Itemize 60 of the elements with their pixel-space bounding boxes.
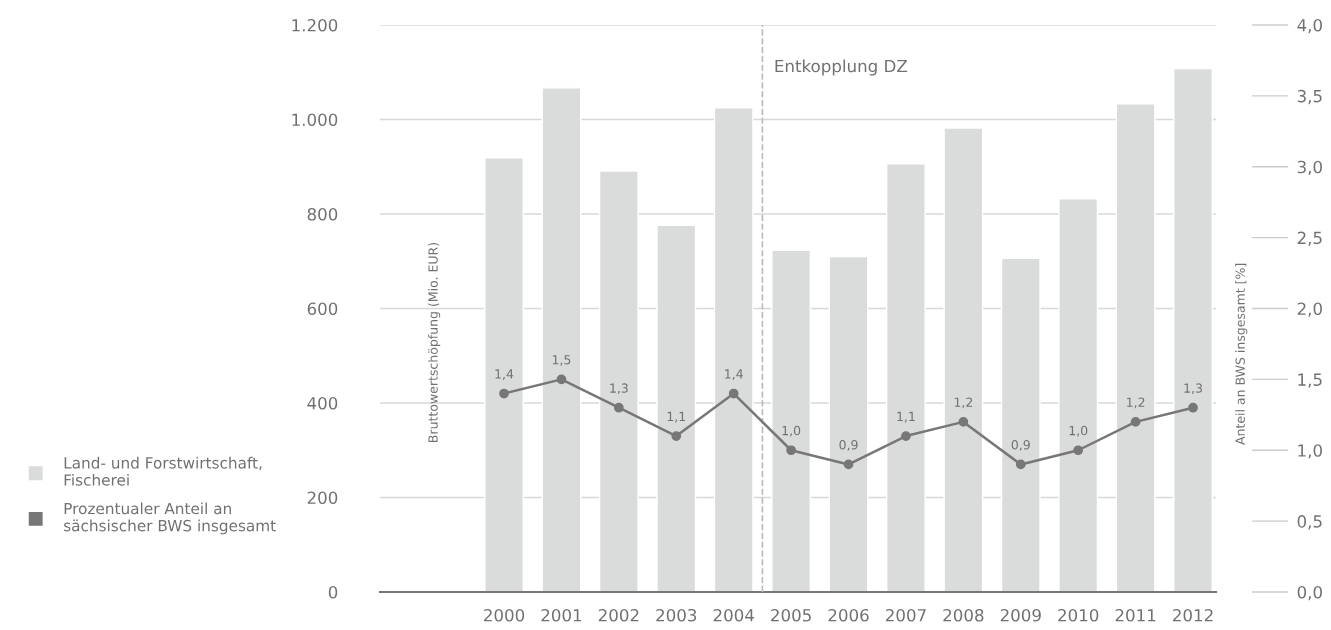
y2-tick-label: 1,5	[1298, 373, 1322, 388]
y-tick-label: 0	[328, 585, 338, 599]
x-tick-label: 2010	[1058, 608, 1099, 622]
y-tick-label: 600	[307, 302, 338, 316]
point	[613, 402, 624, 413]
ref-line-label: Entkopplung DZ	[775, 59, 908, 76]
y2-tick-label: 2,5	[1297, 231, 1322, 246]
point	[958, 417, 969, 427]
data-label: 1,3	[1184, 383, 1202, 395]
y2-tick-label: 0,5	[1297, 515, 1322, 530]
data-label: 1,0	[1069, 425, 1088, 437]
y-tick-label: 400	[307, 396, 338, 410]
point	[1073, 445, 1084, 456]
x-tick-label: 2011	[1115, 608, 1156, 622]
point	[1015, 459, 1026, 470]
y2-tick-label: 2,0	[1297, 302, 1322, 317]
data-label: 1,3	[610, 383, 628, 395]
point	[499, 388, 509, 399]
y-tick-label: 800	[307, 207, 338, 221]
data-label: 1,2	[1127, 397, 1145, 409]
data-label: 1,1	[667, 411, 686, 423]
point	[556, 374, 567, 385]
data-label: 1,2	[954, 397, 973, 409]
x-tick-label: 2009	[1000, 608, 1041, 622]
data-label: 1,5	[552, 355, 571, 366]
point	[786, 445, 796, 456]
y-tick-label: 200	[307, 491, 338, 505]
x-tick-label: 2006	[828, 608, 869, 622]
x-tick-label: 2004	[713, 608, 754, 622]
point	[728, 388, 739, 399]
point	[1188, 402, 1198, 413]
x-tick-label: 2000	[484, 608, 525, 622]
x-tick-label: 2005	[771, 608, 811, 622]
y2-tick-label: 0,0	[1297, 585, 1322, 601]
legend-label: Land- und Forstwirtschaft, Fischerei	[64, 456, 262, 486]
data-label: 0,9	[1011, 440, 1030, 451]
data-label: 0,9	[839, 440, 858, 451]
y-axis-title: Bruttowertschöpfung (Mio. EUR)	[428, 242, 441, 442]
y2-axis-title: Anteil an BWS insgesamt [%]	[1235, 263, 1248, 445]
x-tick-label: 2003	[656, 608, 697, 622]
y2-tick-label: 1,0	[1298, 444, 1322, 459]
data-label: 1,4	[725, 369, 743, 380]
data-label: 1,0	[782, 425, 801, 437]
x-tick-label: 2007	[885, 608, 926, 622]
point	[843, 459, 854, 470]
data-label: 1,4	[495, 369, 514, 380]
point	[901, 431, 911, 441]
x-tick-label: 2008	[943, 608, 984, 622]
y-tick-label: 1.000	[292, 113, 338, 127]
x-tick-label: 2001	[541, 608, 582, 622]
data-label: 1,1	[897, 411, 915, 423]
y2-tick-label: 3,5	[1297, 89, 1322, 105]
y2-tick-label: 4,0	[1297, 18, 1322, 34]
point	[671, 431, 682, 441]
x-tick-label: 2002	[598, 608, 639, 622]
x-tick-label: 2012	[1173, 608, 1213, 622]
legend-label: Prozentualer Anteil an sächsischer BWS insgesamt	[64, 502, 276, 535]
y-tick-label: 1.200	[292, 18, 338, 32]
point	[1130, 417, 1141, 427]
y2-tick-label: 3,0	[1297, 160, 1322, 176]
